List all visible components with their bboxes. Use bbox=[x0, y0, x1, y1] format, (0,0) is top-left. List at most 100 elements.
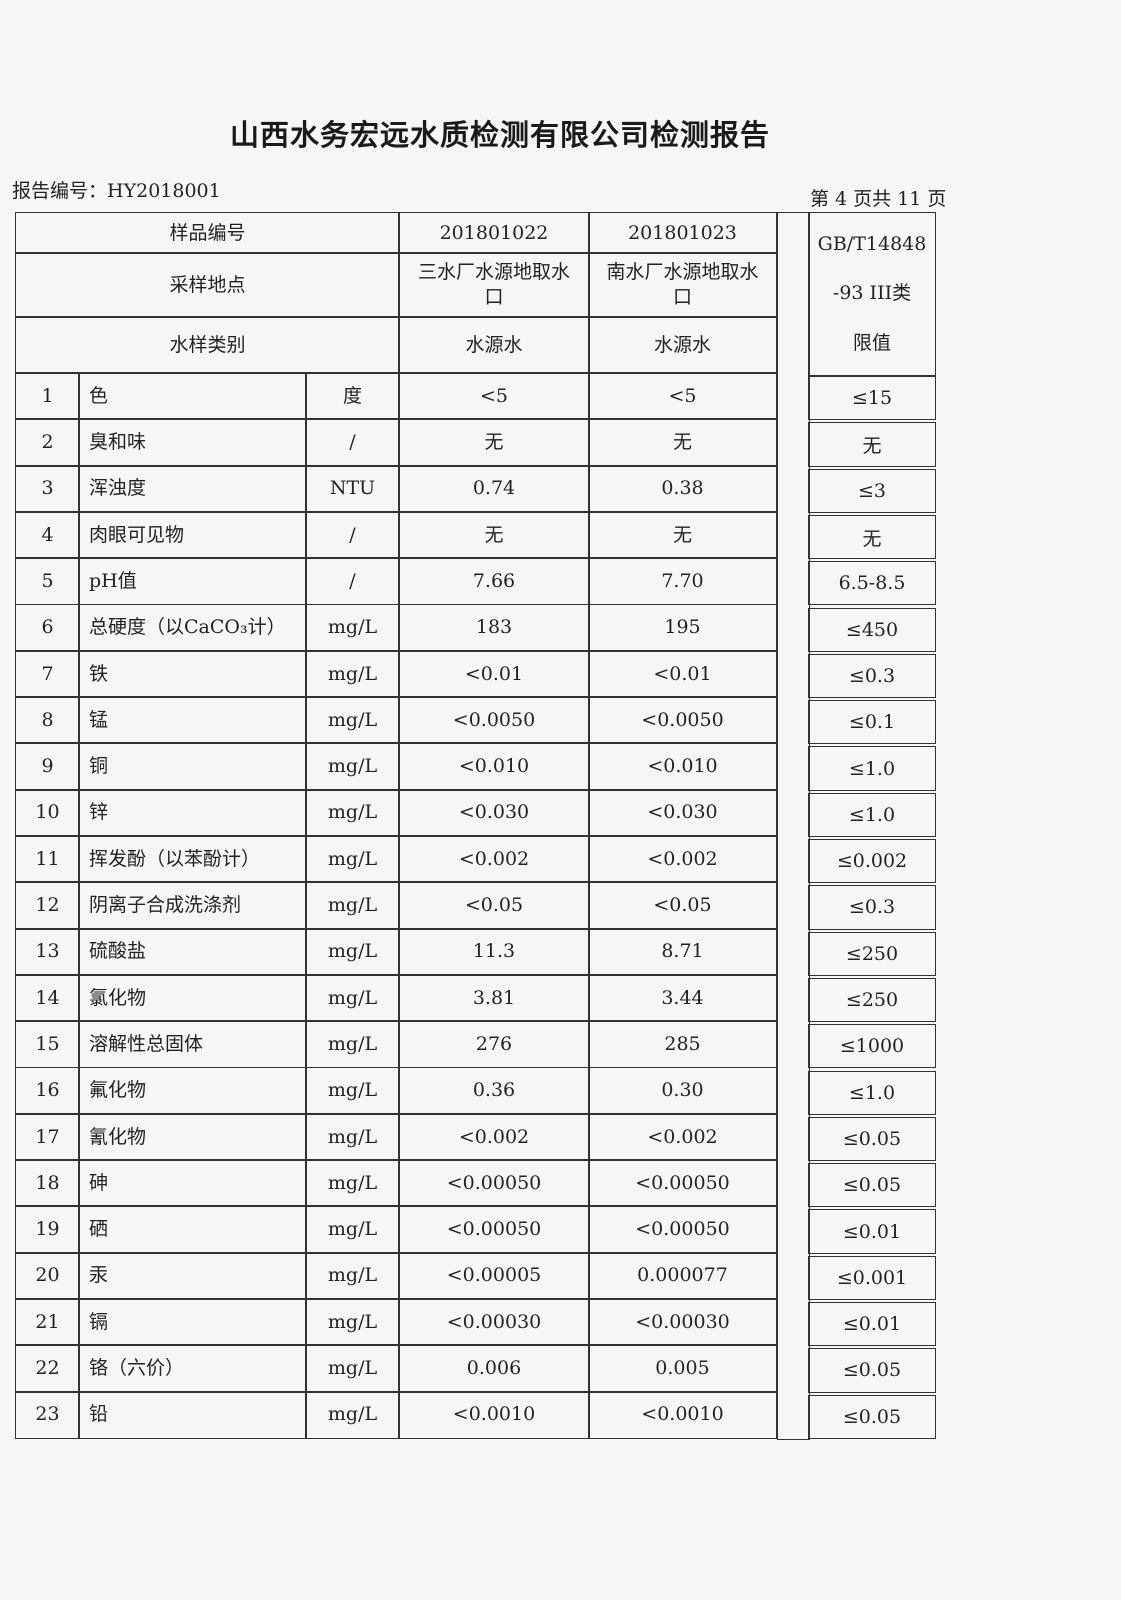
standard-line-1: GB/T14848 bbox=[817, 232, 927, 255]
item-name: 阴离子合成洗涤剂 bbox=[78, 881, 307, 930]
sample-2-value: <0.01 bbox=[588, 649, 777, 699]
sample-1-value: <0.00030 bbox=[398, 1298, 590, 1347]
sample-1-value: 0.74 bbox=[398, 464, 590, 513]
sample-1-no: 201801022 bbox=[398, 212, 590, 254]
standard-limit: ≤0.002 bbox=[808, 839, 936, 884]
sample-1-value: 11.3 bbox=[398, 927, 590, 976]
sample-1-value: <0.002 bbox=[398, 1112, 590, 1162]
unit: mg/L bbox=[305, 1020, 400, 1069]
unit: mg/L bbox=[305, 1066, 400, 1115]
sample-1-value: 无 bbox=[398, 418, 590, 467]
unit: mg/L bbox=[305, 1205, 400, 1254]
unit: mg/L bbox=[305, 1251, 400, 1300]
standard-limit: ≤450 bbox=[808, 607, 936, 652]
row-number: 14 bbox=[15, 973, 80, 1023]
sample-2-value: <0.00050 bbox=[588, 1159, 777, 1208]
sample-2-value: <0.010 bbox=[588, 742, 777, 791]
row-number: 8 bbox=[15, 696, 80, 745]
sample-1-value: <0.00050 bbox=[398, 1205, 590, 1254]
unit: mg/L bbox=[305, 927, 400, 976]
sample-1-type: 水源水 bbox=[398, 316, 590, 374]
sample-1-value: <0.05 bbox=[398, 881, 590, 930]
unit: mg/L bbox=[305, 1159, 400, 1208]
type-label: 水样类别 bbox=[15, 316, 400, 374]
unit: mg/L bbox=[305, 881, 400, 930]
sample-2-value: <0.0010 bbox=[588, 1390, 777, 1439]
sample-1-location: 三水厂水源地取水口 bbox=[398, 252, 590, 318]
row-number: 12 bbox=[15, 881, 80, 930]
item-name: 硒 bbox=[78, 1205, 307, 1254]
row-number: 9 bbox=[15, 742, 80, 791]
sample-1-value: <0.0010 bbox=[398, 1390, 590, 1439]
sample-2-value: 无 bbox=[588, 418, 777, 467]
unit: mg/L bbox=[305, 649, 400, 699]
location-label: 采样地点 bbox=[15, 252, 400, 318]
row-number: 23 bbox=[15, 1390, 80, 1439]
sample-2-value: 0.000077 bbox=[588, 1251, 777, 1300]
row-number: 21 bbox=[15, 1298, 80, 1347]
unit: mg/L bbox=[305, 1344, 400, 1393]
standard-limit: ≤0.001 bbox=[808, 1255, 936, 1300]
item-name: 浑浊度 bbox=[78, 464, 307, 513]
sample-1-value: 276 bbox=[398, 1020, 590, 1069]
standard-limit: ≤0.3 bbox=[808, 653, 936, 699]
item-name: 臭和味 bbox=[78, 418, 307, 467]
standard-limit: ≤0.05 bbox=[808, 1394, 936, 1439]
row-number: 10 bbox=[15, 788, 80, 837]
item-name: 氯化物 bbox=[78, 973, 307, 1023]
item-name: 镉 bbox=[78, 1298, 307, 1347]
report-title: 山西水务宏远水质检测有限公司检测报告 bbox=[229, 118, 770, 152]
unit: NTU bbox=[305, 464, 400, 513]
item-name: 色 bbox=[78, 372, 307, 421]
sample-2-value: 3.44 bbox=[588, 973, 777, 1023]
sample-1-value: <5 bbox=[398, 372, 590, 421]
standard-limit: ≤0.05 bbox=[808, 1163, 936, 1208]
row-number: 15 bbox=[15, 1020, 80, 1069]
item-name: 铜 bbox=[78, 742, 307, 791]
sample-2-value: <0.05 bbox=[588, 881, 777, 930]
row-number: 18 bbox=[15, 1159, 80, 1208]
sample-2-value: 7.70 bbox=[588, 557, 777, 606]
row-number: 22 bbox=[15, 1344, 80, 1393]
standard-limit: ≤0.01 bbox=[808, 1209, 936, 1254]
unit: / bbox=[305, 510, 400, 560]
standard-limit: ≤1.0 bbox=[808, 792, 936, 837]
standard-header: GB/T14848 -93 III类 限值 bbox=[808, 212, 936, 376]
report-number: 报告编号：HY2018001 bbox=[12, 180, 221, 202]
row-number: 17 bbox=[15, 1112, 80, 1162]
unit: / bbox=[305, 418, 400, 467]
item-name: 砷 bbox=[78, 1159, 307, 1208]
sample-2-value: <0.00030 bbox=[588, 1298, 777, 1347]
standard-limit: ≤3 bbox=[808, 468, 936, 513]
item-name: 挥发酚（以苯酚计） bbox=[78, 835, 307, 884]
standard-limit: 6.5-8.5 bbox=[808, 561, 936, 606]
unit: 度 bbox=[305, 372, 400, 421]
row-number: 19 bbox=[15, 1205, 80, 1254]
item-name: 肉眼可见物 bbox=[78, 510, 307, 560]
sample-1-value: 183 bbox=[398, 603, 590, 652]
sample-2-value: 285 bbox=[588, 1020, 777, 1069]
sample-2-value: <5 bbox=[588, 372, 777, 421]
item-name: 铬（六价） bbox=[78, 1344, 307, 1393]
item-name: 铁 bbox=[78, 649, 307, 699]
sample-1-value: 3.81 bbox=[398, 973, 590, 1023]
unit: mg/L bbox=[305, 603, 400, 652]
item-name: 溶解性总固体 bbox=[78, 1020, 307, 1069]
item-name: 锰 bbox=[78, 696, 307, 745]
sample-2-value: 0.38 bbox=[588, 464, 777, 513]
standard-limit: ≤0.05 bbox=[808, 1116, 936, 1162]
standard-line-3: 限值 bbox=[852, 332, 891, 355]
item-name: 锌 bbox=[78, 788, 307, 837]
row-number: 4 bbox=[15, 510, 80, 560]
sample-2-value: 0.30 bbox=[588, 1066, 777, 1115]
standard-limit: ≤1.0 bbox=[808, 1070, 936, 1115]
row-number: 2 bbox=[15, 418, 80, 467]
sample-1-value: <0.030 bbox=[398, 788, 590, 837]
standard-line-2: -93 III类 bbox=[832, 281, 912, 304]
item-name: 氰化物 bbox=[78, 1112, 307, 1162]
standard-limit: ≤0.05 bbox=[808, 1348, 936, 1393]
sample-2-value: <0.002 bbox=[588, 835, 777, 884]
standard-limit: ≤1.0 bbox=[808, 746, 936, 791]
sample-1-value: <0.010 bbox=[398, 742, 590, 791]
sample-1-value: <0.00050 bbox=[398, 1159, 590, 1208]
